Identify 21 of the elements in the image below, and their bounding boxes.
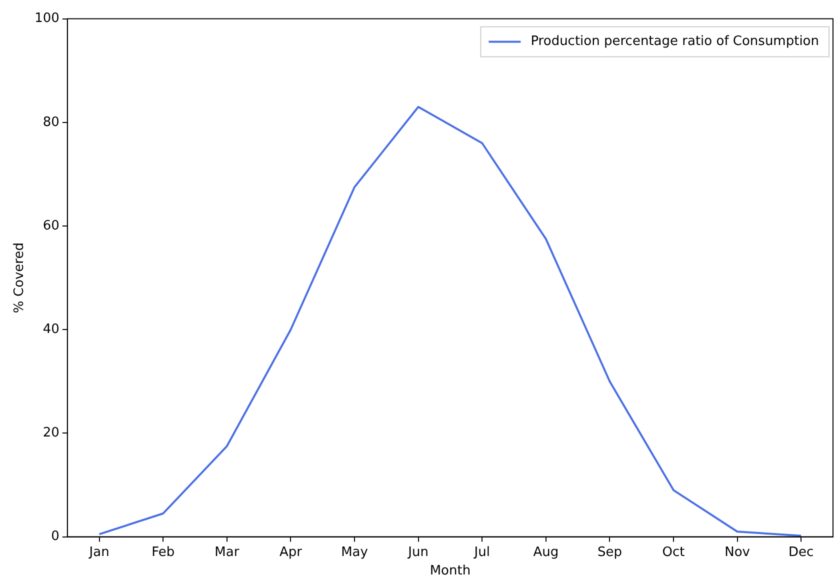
x-axis-title: Month (430, 564, 471, 579)
x-tick-label: Apr (279, 544, 303, 560)
y-tick-label: 80 (42, 114, 60, 130)
x-tick-label: Jul (473, 544, 490, 560)
legend-label: Production percentage ratio of Consumption (530, 34, 820, 50)
x-tick-label: Dec (788, 544, 814, 560)
x-tick-label: Jan (88, 544, 110, 560)
x-tick-label: Oct (662, 544, 685, 560)
x-tick-label: Mar (214, 544, 240, 560)
x-tick-label: Jun (407, 544, 428, 560)
y-axis-title: % Covered (12, 242, 28, 314)
y-tick-label: 100 (34, 11, 60, 26)
x-tick-label: Sep (597, 544, 622, 560)
y-tick-label: 40 (42, 322, 60, 337)
x-tick-label: May (341, 544, 368, 560)
x-tick-label: Aug (533, 544, 559, 560)
y-tick-label: 0 (51, 529, 60, 544)
y-tick-label: 60 (42, 218, 60, 234)
y-tick-label: 20 (42, 426, 60, 441)
x-tick-label: Nov (724, 544, 750, 560)
x-tick-label: Feb (152, 544, 175, 560)
